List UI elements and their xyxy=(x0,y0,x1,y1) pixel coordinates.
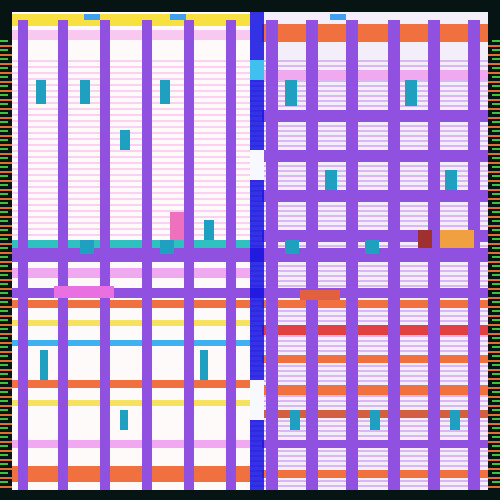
pad xyxy=(160,80,170,104)
right-top-bar xyxy=(262,24,488,42)
band xyxy=(262,190,488,202)
stripe xyxy=(388,20,400,490)
accent xyxy=(84,14,100,20)
pad xyxy=(120,410,128,430)
pad xyxy=(250,380,264,420)
pad xyxy=(250,60,264,80)
stripe xyxy=(468,20,480,490)
band xyxy=(12,440,250,448)
stripe xyxy=(428,20,440,490)
pad xyxy=(285,240,299,254)
pad xyxy=(40,350,48,380)
accent xyxy=(300,290,340,300)
pad xyxy=(160,240,174,254)
band xyxy=(262,110,488,122)
vertical-stripes xyxy=(18,20,480,490)
band xyxy=(12,340,250,346)
accent xyxy=(418,230,432,248)
band xyxy=(262,355,488,363)
pad xyxy=(325,170,337,190)
stripe xyxy=(184,20,194,490)
accent xyxy=(440,230,474,248)
stripe xyxy=(226,20,236,490)
band xyxy=(262,385,488,395)
left-top-bar xyxy=(12,30,250,40)
teal-pads xyxy=(36,80,460,430)
pad xyxy=(370,410,380,430)
accent xyxy=(170,14,186,20)
pad xyxy=(200,350,208,380)
left-top-bar xyxy=(12,14,250,26)
band xyxy=(262,470,488,478)
pad xyxy=(80,80,90,104)
band xyxy=(12,400,250,406)
right-lines xyxy=(250,60,488,490)
column xyxy=(250,12,264,490)
blue-column xyxy=(250,12,264,490)
pad xyxy=(445,170,457,190)
band xyxy=(12,268,250,278)
band xyxy=(262,150,488,162)
band xyxy=(262,440,488,448)
pad xyxy=(285,80,297,106)
accent xyxy=(54,286,114,298)
accent xyxy=(170,212,184,240)
band xyxy=(12,380,250,388)
pad xyxy=(450,410,460,430)
stripe xyxy=(142,20,152,490)
pad xyxy=(36,80,46,104)
left-lines xyxy=(12,60,250,240)
band xyxy=(12,320,250,326)
accent xyxy=(330,14,346,20)
accents xyxy=(54,14,474,300)
pad xyxy=(120,130,130,150)
stripe xyxy=(58,20,68,490)
band xyxy=(262,70,488,80)
band xyxy=(12,466,250,482)
stripe xyxy=(266,20,278,490)
pad xyxy=(405,80,417,106)
band xyxy=(12,300,250,308)
stripe xyxy=(100,20,110,490)
pad xyxy=(80,240,94,254)
stripe xyxy=(18,20,28,490)
pad xyxy=(204,220,214,240)
pad xyxy=(250,150,264,180)
pad xyxy=(365,240,379,254)
band xyxy=(262,300,488,308)
right-edge xyxy=(488,40,500,490)
band xyxy=(12,240,250,248)
stripe xyxy=(306,20,318,490)
pad xyxy=(290,410,300,430)
stripe xyxy=(346,20,358,490)
band xyxy=(262,325,488,335)
left-edge xyxy=(0,40,12,490)
